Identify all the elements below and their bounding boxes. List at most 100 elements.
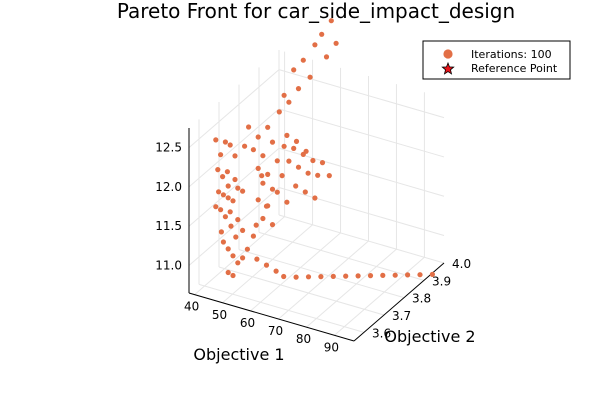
- chart-title: Pareto Front for car_side_impact_design: [117, 0, 515, 23]
- scatter-point: [244, 246, 250, 252]
- scatter-point: [392, 272, 398, 278]
- scatter-point: [228, 223, 234, 229]
- z-tick-label: 11.0: [155, 259, 182, 273]
- scatter-point: [222, 139, 228, 145]
- y-tick-label: 4.0: [452, 257, 471, 271]
- grid-line-x-floor: [334, 256, 425, 336]
- legend-label-reference: Reference Point: [471, 62, 558, 75]
- scatter-point: [254, 256, 260, 262]
- scatter-point: [230, 253, 236, 259]
- grid-line-x-floor: [306, 248, 397, 328]
- scatter-point: [315, 172, 321, 178]
- scatter-point: [260, 153, 266, 159]
- scatter-point: [230, 272, 236, 279]
- scatter-point: [330, 273, 336, 279]
- y-tick-label: 3.8: [412, 292, 431, 306]
- scatter-point: [307, 74, 313, 80]
- scatter-point: [218, 229, 224, 235]
- grid-line-y-floor: [218, 266, 385, 316]
- scatter-point: [293, 183, 299, 189]
- scatter-point: [227, 142, 233, 148]
- scatter-point: [319, 31, 325, 37]
- scatter-point: [328, 18, 334, 24]
- axes: [188, 128, 445, 342]
- scatter-point: [291, 145, 297, 151]
- legend-label-iterations: Iterations: 100: [471, 48, 552, 61]
- scatter-point: [343, 273, 349, 279]
- scatter-point: [253, 222, 259, 228]
- scatter-point: [213, 204, 219, 210]
- grid-line-y-floor: [238, 249, 405, 299]
- scatter-point: [291, 67, 297, 73]
- scatter-point: [240, 255, 246, 261]
- legend: Iterations: 100 Reference Point: [422, 40, 571, 80]
- scatter-point: [260, 180, 266, 186]
- scatter-point: [295, 86, 302, 92]
- scatter-point: [293, 274, 299, 280]
- grid-line-z-back: [278, 187, 445, 236]
- scatter-point: [305, 170, 311, 176]
- grid: [188, 50, 445, 336]
- x-axis-line: [188, 292, 355, 342]
- scatter-point: [286, 99, 292, 105]
- scatter-point: [265, 171, 271, 177]
- scatter-point: [302, 189, 308, 195]
- scatter-point: [429, 271, 435, 277]
- scatter-point: [222, 214, 228, 220]
- scatter-point: [367, 273, 374, 279]
- scatter-point: [235, 217, 241, 223]
- scatter-point: [355, 273, 361, 279]
- scatter-point: [281, 143, 287, 149]
- scatter-point: [269, 222, 276, 228]
- scatter-point: [218, 152, 224, 158]
- scatter-point: [220, 192, 226, 198]
- scatter-point: [318, 274, 324, 280]
- scatter-point: [225, 183, 231, 189]
- scatter-point: [225, 269, 231, 276]
- y-tick-label: 3.7: [392, 309, 411, 323]
- grid-line-z-side: [188, 147, 280, 227]
- scatter-point: [323, 54, 330, 60]
- x-tick-label: 80: [296, 332, 311, 346]
- scatter-point: [260, 215, 266, 222]
- scatter-point: [300, 57, 306, 63]
- scatter-point: [242, 143, 248, 149]
- scatter-point: [293, 138, 300, 144]
- grid-line-z-back: [278, 69, 445, 119]
- scatter-point: [312, 42, 318, 48]
- scatter-point: [235, 185, 241, 191]
- scatter-point: [215, 167, 221, 173]
- scatter-point: [274, 189, 280, 195]
- legend-marker-circle: [443, 49, 453, 59]
- scatter-point: [213, 137, 219, 143]
- scatter-point: [250, 233, 256, 239]
- scatter-point: [269, 186, 276, 192]
- x-tick-label: 60: [240, 316, 255, 330]
- scatter-point: [295, 164, 302, 170]
- scatter-point: [380, 272, 386, 278]
- z-tick-label: 12.0: [155, 180, 182, 194]
- grid-line-x-floor: [278, 240, 369, 320]
- scatter-point: [240, 227, 246, 233]
- scatter-point: [225, 195, 231, 201]
- y-tick-label: 3.6: [372, 326, 391, 340]
- scatter-point: [233, 234, 239, 240]
- grid-line-x-floor: [250, 232, 341, 312]
- scatter-point: [305, 274, 312, 280]
- scatter-point: [333, 40, 339, 46]
- grid-line-z-back: [278, 108, 445, 158]
- legend-marker-star: [441, 61, 455, 75]
- scatter-point: [263, 262, 270, 268]
- scatter-point: [255, 165, 261, 171]
- grid-line-y-floor: [198, 283, 365, 333]
- scatter-point: [273, 268, 279, 274]
- scatter-point: [224, 169, 230, 175]
- scatter-point: [281, 273, 287, 280]
- grid-line-z-back: [278, 147, 445, 197]
- y-tick-label: 3.9: [432, 274, 451, 288]
- scatter-point: [240, 188, 246, 194]
- x-tick-label: 40: [184, 300, 199, 314]
- y-axis-label: Objective 2: [384, 327, 475, 346]
- scatter-point: [312, 195, 318, 201]
